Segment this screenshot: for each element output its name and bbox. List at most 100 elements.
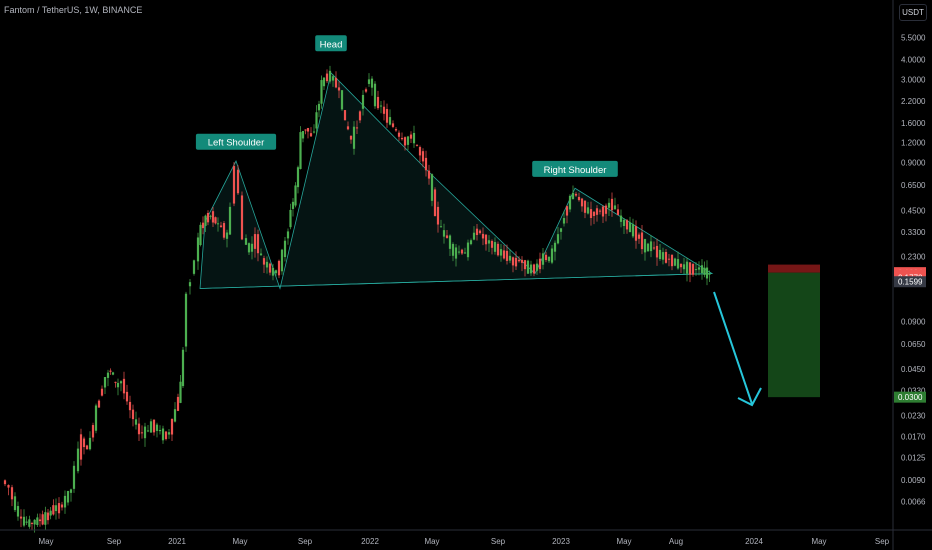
candle-body <box>379 105 383 107</box>
candle-body <box>529 264 533 274</box>
candle-body <box>240 195 244 240</box>
time-tick-label: Sep <box>107 537 122 546</box>
candle-body <box>442 230 446 237</box>
candle-body <box>209 215 212 217</box>
label-box <box>315 35 347 52</box>
candle-body <box>116 382 120 388</box>
candle-body <box>152 419 156 433</box>
candle-body <box>232 166 236 204</box>
candle-body <box>496 243 500 256</box>
candle-body <box>466 242 470 258</box>
candle-body <box>304 129 307 131</box>
candle-body <box>176 396 180 411</box>
label-text: Left Shoulder <box>208 138 265 149</box>
currency-unit-button[interactable]: USDT <box>899 4 927 21</box>
candle-body <box>85 445 89 450</box>
price-tick-label: 5.5000 <box>901 34 926 43</box>
candle-body <box>421 151 425 162</box>
price-tag-box <box>894 276 926 288</box>
candle-body <box>79 434 83 460</box>
candle-body <box>76 448 80 472</box>
candle-body <box>535 263 539 271</box>
time-tick-label: 2022 <box>361 537 379 546</box>
price-tick-label: 2.2000 <box>901 97 926 106</box>
candle-body <box>670 254 674 267</box>
candle-body <box>149 421 153 433</box>
candle-body <box>685 261 689 274</box>
candle-body <box>673 258 677 266</box>
candle-body <box>170 418 174 435</box>
price-tick-label: 0.6500 <box>901 181 926 190</box>
candle-body <box>82 438 86 448</box>
candle-body <box>586 207 590 214</box>
time-tick-label: May <box>232 537 247 546</box>
candle-body <box>541 253 545 265</box>
candle-body <box>41 514 44 525</box>
candle-body <box>349 135 353 140</box>
candle-body <box>445 235 449 238</box>
time-tick-label: 2021 <box>168 537 186 546</box>
candle-body <box>167 432 171 435</box>
stop-loss-zone <box>768 264 820 273</box>
candle-body <box>628 222 632 233</box>
candle-body <box>155 424 159 431</box>
candle-body <box>131 409 135 420</box>
time-tick-label: May <box>38 537 53 546</box>
candle-body <box>63 495 67 508</box>
candle-body <box>598 210 602 212</box>
candle-body <box>499 249 503 256</box>
pattern-outline <box>199 72 714 290</box>
candle-body <box>403 137 407 146</box>
time-tick-label: May <box>616 537 631 546</box>
candle-body <box>315 112 318 129</box>
candle-body <box>196 237 200 262</box>
candle-body <box>373 83 377 107</box>
candle-body <box>309 133 313 137</box>
candle-body <box>652 247 656 249</box>
candle-body <box>484 234 488 245</box>
head-and-shoulders-pattern[interactable] <box>199 72 714 290</box>
candle-body <box>556 234 560 244</box>
candle-body <box>253 234 257 249</box>
candle-body <box>33 519 36 525</box>
price-axis[interactable]: 7.50005.50004.00003.00002.20001.60001.20… <box>892 0 926 550</box>
candle-body <box>103 377 107 388</box>
time-axis[interactable]: May Sep 2021 May Sep 2022 May Sep 2023 May Aug 2024… <box>0 529 932 546</box>
candle-body <box>122 378 126 394</box>
candle-body <box>328 70 332 82</box>
time-tick-label: Aug <box>669 537 683 546</box>
candle-body <box>688 262 692 275</box>
candle-body <box>658 249 662 259</box>
candle-body <box>259 253 263 256</box>
candle-body <box>173 409 177 422</box>
candle-body <box>544 254 548 261</box>
candle-body <box>247 243 251 253</box>
chart-title: Fantom / TetherUS, 1W, BINANCE <box>4 5 143 15</box>
candle-body <box>655 245 659 258</box>
candle-body <box>571 193 575 200</box>
candle-body <box>607 202 611 208</box>
price-tick-label: 0.0900 <box>901 317 926 326</box>
candle-body <box>487 240 491 244</box>
take-profit-zone <box>768 272 820 398</box>
candle-body <box>595 208 599 215</box>
candle-body <box>364 89 368 92</box>
candle-body <box>691 264 695 275</box>
candle-body <box>616 209 620 215</box>
candle-body <box>424 157 428 171</box>
candle-body <box>448 235 452 249</box>
candle-body <box>94 405 98 431</box>
candle-body <box>508 255 512 261</box>
candle-body <box>661 252 665 260</box>
candle-body <box>256 234 260 254</box>
short-position-tool[interactable] <box>768 264 820 398</box>
candle-body <box>601 206 605 217</box>
candle-body <box>331 76 335 81</box>
down-arrow-drawing[interactable] <box>713 291 762 407</box>
candle-body <box>294 185 297 206</box>
candle-body <box>36 517 39 525</box>
candle-body <box>415 144 419 146</box>
candle-body <box>301 130 305 139</box>
candle-body <box>114 381 117 383</box>
